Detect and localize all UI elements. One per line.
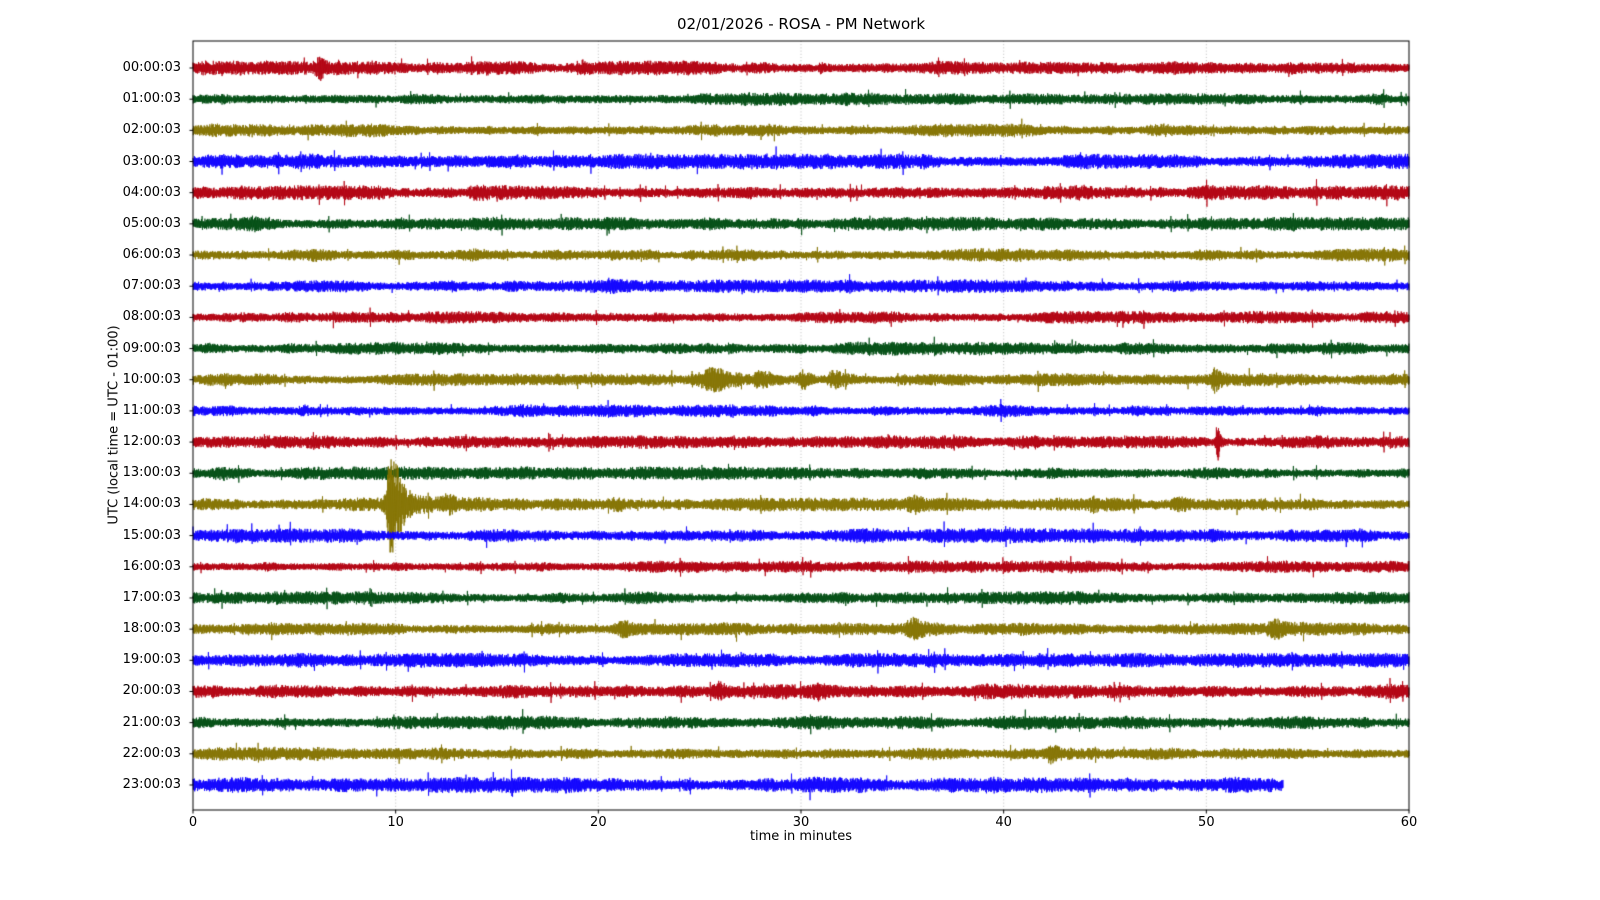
x-tick-label: 10 xyxy=(387,815,404,830)
x-axis-label: time in minutes xyxy=(749,829,853,844)
x-tick-label: 20 xyxy=(590,815,607,830)
x-tick-label: 60 xyxy=(1400,815,1418,830)
row-label: 15:00:03 xyxy=(122,527,181,543)
row-label: 14:00:03 xyxy=(122,496,181,512)
row-label: 13:00:03 xyxy=(122,465,181,481)
row-label: 06:00:03 xyxy=(122,247,181,263)
row-label: 01:00:03 xyxy=(122,91,181,107)
x-tick-label: 30 xyxy=(792,815,810,830)
row-label: 00:00:03 xyxy=(122,60,181,75)
x-tick-label: 40 xyxy=(995,815,1012,830)
row-label: 19:00:03 xyxy=(122,652,181,668)
row-label: 05:00:03 xyxy=(122,215,181,231)
row-label: 22:00:03 xyxy=(122,745,181,761)
row-label: 02:00:03 xyxy=(122,122,181,138)
row-label: 16:00:03 xyxy=(122,558,181,574)
row-label: 17:00:03 xyxy=(122,589,181,605)
x-tick-label: 50 xyxy=(1198,815,1215,830)
row-label: 23:00:03 xyxy=(122,777,181,792)
chart-title: 02/01/2026 - ROSA - PM Network xyxy=(676,15,926,33)
row-label: 11:00:03 xyxy=(122,402,181,418)
row-label: 09:00:03 xyxy=(122,340,181,356)
row-label: 07:00:03 xyxy=(122,278,181,294)
row-label: 18:00:03 xyxy=(122,621,181,637)
row-label: 20:00:03 xyxy=(122,683,181,699)
x-tick-label: 0 xyxy=(188,815,198,830)
row-label: 21:00:03 xyxy=(122,714,181,730)
row-label: 03:00:03 xyxy=(122,153,181,169)
row-label: 12:00:03 xyxy=(122,434,181,450)
row-label: 04:00:03 xyxy=(122,184,181,200)
row-label: 10:00:03 xyxy=(122,371,181,387)
row-label: 08:00:03 xyxy=(122,309,181,325)
